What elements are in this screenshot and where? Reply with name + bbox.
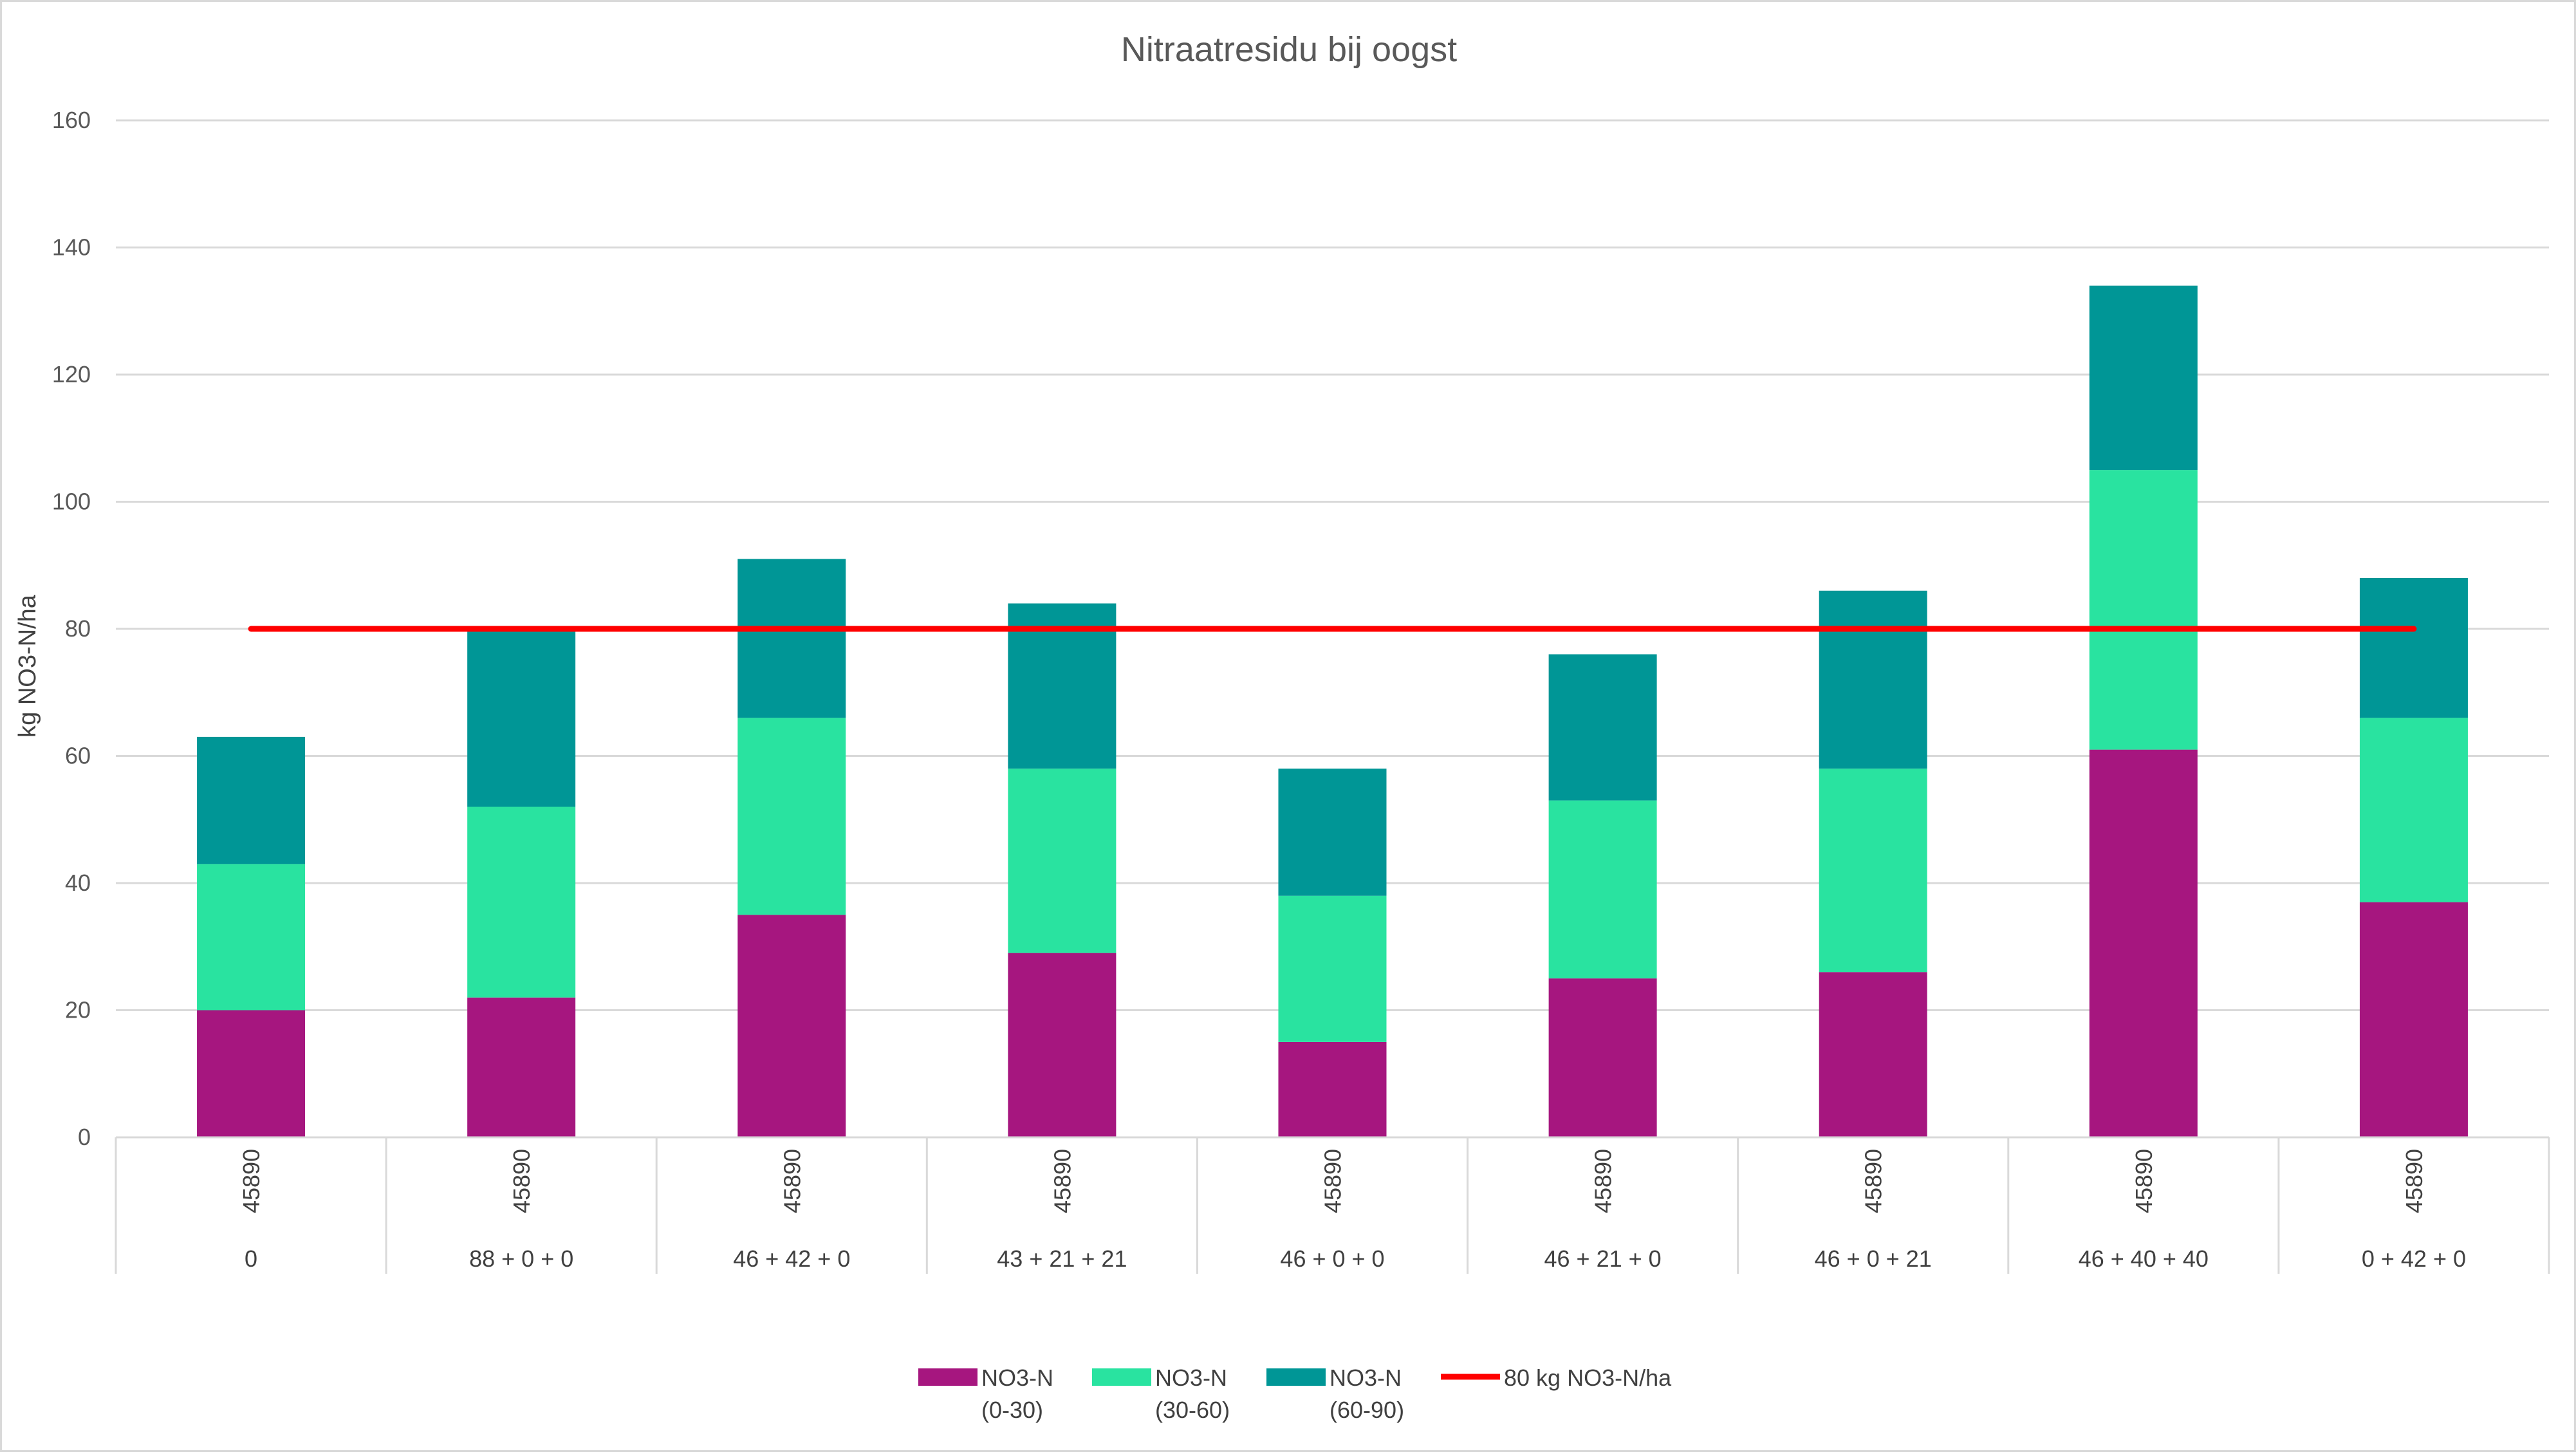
- y-tick-label: 60: [65, 743, 91, 769]
- bar-segment-60-90: [1548, 654, 1657, 801]
- bar-segment-0-30: [467, 997, 576, 1137]
- x-category-date-label: 45890: [508, 1149, 535, 1213]
- x-category-date-label: 45890: [2131, 1149, 2157, 1213]
- bar-segment-0-30: [2359, 902, 2468, 1137]
- legend-label: NO3-N: [1155, 1365, 1227, 1391]
- x-category-treatment-label: 46 + 0 + 21: [1815, 1245, 1932, 1272]
- x-category-date-label: 45890: [1860, 1149, 1887, 1213]
- y-tick-label: 160: [52, 107, 91, 133]
- bar-segment-0-30: [1278, 1041, 1387, 1137]
- bars: [197, 285, 2468, 1137]
- legend-swatch: [1266, 1368, 1326, 1386]
- y-tick-label: 120: [52, 361, 91, 387]
- legend-swatch: [1092, 1368, 1151, 1386]
- bar-segment-30-60: [1278, 895, 1387, 1042]
- legend-sublabel: (0-30): [981, 1397, 1043, 1423]
- bar-segment-60-90: [1819, 590, 1927, 769]
- bar-segment-0-30: [197, 1010, 306, 1137]
- x-category-treatment-label: 46 + 42 + 0: [733, 1245, 850, 1272]
- x-category-treatment-label: 43 + 21 + 21: [997, 1245, 1127, 1272]
- bar-segment-30-60: [2089, 470, 2198, 750]
- y-axis-ticks: 0 20 40 60 80 100 120 140 160: [52, 107, 91, 1150]
- bar-segment-60-90: [197, 736, 306, 864]
- bar-segment-30-60: [2359, 718, 2468, 902]
- x-category-treatment-label: 46 + 0 + 0: [1280, 1245, 1384, 1272]
- legend-sublabel: (60-90): [1330, 1397, 1404, 1423]
- bar-segment-0-30: [1819, 972, 1927, 1137]
- bar-segment-30-60: [737, 718, 846, 915]
- x-category-date-label: 45890: [238, 1149, 264, 1213]
- chart-title: Nitraatresidu bij oogst: [1121, 30, 1457, 69]
- x-category-date-label: 45890: [1320, 1149, 1346, 1213]
- legend-swatch: [918, 1368, 978, 1386]
- bar-segment-30-60: [467, 806, 576, 998]
- legend: NO3-N (0-30) NO3-N (30-60) NO3-N (60-90) 80 kg…: [918, 1365, 1672, 1423]
- y-tick-label: 140: [52, 234, 91, 261]
- legend-sublabel: (30-60): [1155, 1397, 1230, 1423]
- bar-segment-60-90: [467, 629, 576, 807]
- x-category-date-label: 45890: [779, 1149, 805, 1213]
- bar-segment-30-60: [1548, 800, 1657, 979]
- y-tick-label: 20: [65, 997, 91, 1023]
- bar-segment-30-60: [1819, 769, 1927, 973]
- bar-segment-30-60: [197, 864, 306, 1011]
- y-tick-label: 0: [78, 1124, 91, 1150]
- x-category-date-label: 45890: [1590, 1149, 1617, 1213]
- x-category-date-label: 45890: [1049, 1149, 1075, 1213]
- x-category-treatment-label: 0 + 42 + 0: [2362, 1245, 2466, 1272]
- x-category-date-label: 45890: [2401, 1149, 2427, 1213]
- x-category-treatment-label: 0: [245, 1245, 257, 1272]
- legend-label: NO3-N: [1330, 1365, 1402, 1391]
- bar-segment-60-90: [2359, 578, 2468, 718]
- bar-segment-60-90: [2089, 285, 2198, 471]
- bar-segment-60-90: [1278, 769, 1387, 896]
- x-category-treatment-label: 46 + 40 + 40: [2079, 1245, 2209, 1272]
- bar-segment-60-90: [737, 559, 846, 718]
- bar-segment-0-30: [1008, 953, 1117, 1137]
- bar-segment-0-30: [2089, 749, 2198, 1137]
- x-category-treatment-label: 46 + 21 + 0: [1544, 1245, 1662, 1272]
- bar-segment-0-30: [1548, 978, 1657, 1137]
- bar-segment-0-30: [737, 915, 846, 1137]
- x-axis: 45890 0 45890 88 + 0 + 0 45890 46 + 42 + 0 458…: [115, 1136, 2550, 1274]
- y-tick-label: 40: [65, 870, 91, 896]
- legend-label: NO3-N: [981, 1365, 1053, 1391]
- legend-reference-label: 80 kg NO3-N/ha: [1504, 1365, 1672, 1391]
- y-tick-label: 100: [52, 489, 91, 515]
- bar-segment-30-60: [1008, 769, 1117, 953]
- y-axis-label: kg NO3-N/ha: [14, 594, 41, 738]
- y-tick-label: 80: [65, 615, 91, 642]
- x-category-treatment-label: 88 + 0 + 0: [469, 1245, 573, 1272]
